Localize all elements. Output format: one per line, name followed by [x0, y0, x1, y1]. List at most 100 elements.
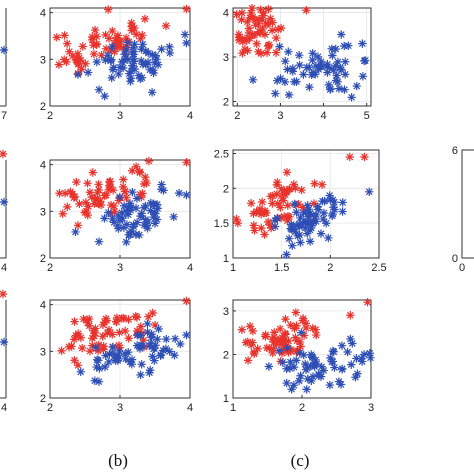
point-blue [311, 61, 321, 71]
point-red [291, 308, 301, 317]
point-blue [143, 224, 152, 233]
point-red [249, 347, 259, 357]
point-red [75, 199, 84, 209]
point-red [259, 8, 268, 18]
point-blue [76, 367, 85, 376]
point-blue [0, 337, 9, 347]
point-red [85, 321, 94, 330]
point-blue [289, 380, 299, 390]
point-red [249, 209, 258, 218]
point-red [100, 318, 109, 327]
point-blue [114, 69, 123, 79]
point-red [82, 315, 92, 324]
point-red [120, 186, 130, 196]
point-blue [271, 89, 280, 98]
point-blue [365, 187, 374, 197]
x-tick-label: 1 [230, 402, 236, 414]
point-blue [140, 220, 149, 230]
point-blue [124, 230, 133, 239]
point-red [279, 196, 288, 205]
point-blue [148, 50, 157, 60]
point-blue [91, 343, 100, 352]
point-blue [352, 81, 361, 91]
point-blue [319, 214, 328, 224]
point-blue [320, 197, 329, 206]
point-blue [327, 44, 336, 54]
point-red [266, 192, 276, 201]
point-blue [303, 374, 313, 384]
x-tick-label: 3 [117, 402, 123, 414]
point-red [136, 34, 145, 43]
y-tick-label: 2 [223, 97, 229, 109]
point-red [298, 203, 308, 212]
point-blue [94, 377, 104, 386]
point-red [66, 187, 75, 196]
point-red [257, 15, 267, 24]
point-blue [128, 61, 137, 70]
point-blue [108, 65, 118, 74]
x-tick-label: 4 [1, 262, 7, 274]
point-blue [353, 369, 362, 378]
x-tick-label: 1 [230, 262, 236, 274]
point-blue [358, 39, 367, 48]
point-blue [284, 234, 294, 243]
point-blue [149, 65, 158, 75]
point-blue [287, 385, 296, 394]
point-blue [328, 51, 337, 60]
point-red [107, 45, 116, 55]
point-red [60, 189, 70, 198]
point-blue [128, 50, 138, 59]
point-blue [159, 186, 168, 195]
point-red [260, 230, 269, 239]
y-tick-label: 2 [223, 183, 229, 195]
point-blue [73, 70, 83, 79]
cropped-panel-left: 4 [0, 149, 9, 274]
point-blue [147, 333, 156, 342]
y-tick-label: 1 [223, 253, 229, 265]
point-red [144, 156, 154, 166]
point-red [277, 333, 287, 342]
point-blue [107, 55, 116, 64]
x-tick-label: 2 [47, 402, 53, 414]
point-blue [346, 334, 355, 344]
point-red [278, 193, 287, 203]
x-tick-label: 3 [117, 262, 123, 274]
point-red [182, 296, 191, 306]
point-red [138, 189, 147, 198]
point-blue [92, 355, 102, 364]
point-red [234, 30, 243, 39]
point-red [284, 348, 293, 357]
point-blue [286, 224, 295, 233]
point-red [101, 190, 111, 200]
point-blue [176, 339, 185, 349]
subfigure-caption: (b) [108, 451, 128, 470]
point-red [139, 179, 149, 189]
point-blue [114, 224, 123, 233]
point-blue [117, 208, 126, 217]
point-blue [347, 93, 356, 102]
point-blue [120, 56, 129, 65]
point-red [275, 324, 285, 334]
point-blue [299, 350, 308, 360]
point-blue [336, 65, 346, 74]
point-blue [122, 220, 132, 229]
point-red [91, 194, 100, 204]
y-tick-label: 1.5 [214, 218, 229, 230]
x-tick-label: 4 [321, 110, 327, 122]
point-blue [161, 344, 171, 353]
point-red [54, 60, 64, 69]
point-blue [158, 346, 168, 355]
point-blue [338, 207, 347, 216]
point-blue [340, 85, 349, 94]
point-red [265, 220, 275, 230]
point-blue [348, 339, 357, 348]
point-blue [115, 192, 125, 202]
point-red [114, 341, 124, 350]
point-red [266, 14, 275, 23]
point-red [66, 342, 76, 351]
point-blue [299, 208, 308, 218]
y-tick-label: 4 [223, 7, 229, 19]
point-red [69, 193, 79, 202]
point-blue [137, 360, 146, 369]
point-red [90, 328, 100, 338]
